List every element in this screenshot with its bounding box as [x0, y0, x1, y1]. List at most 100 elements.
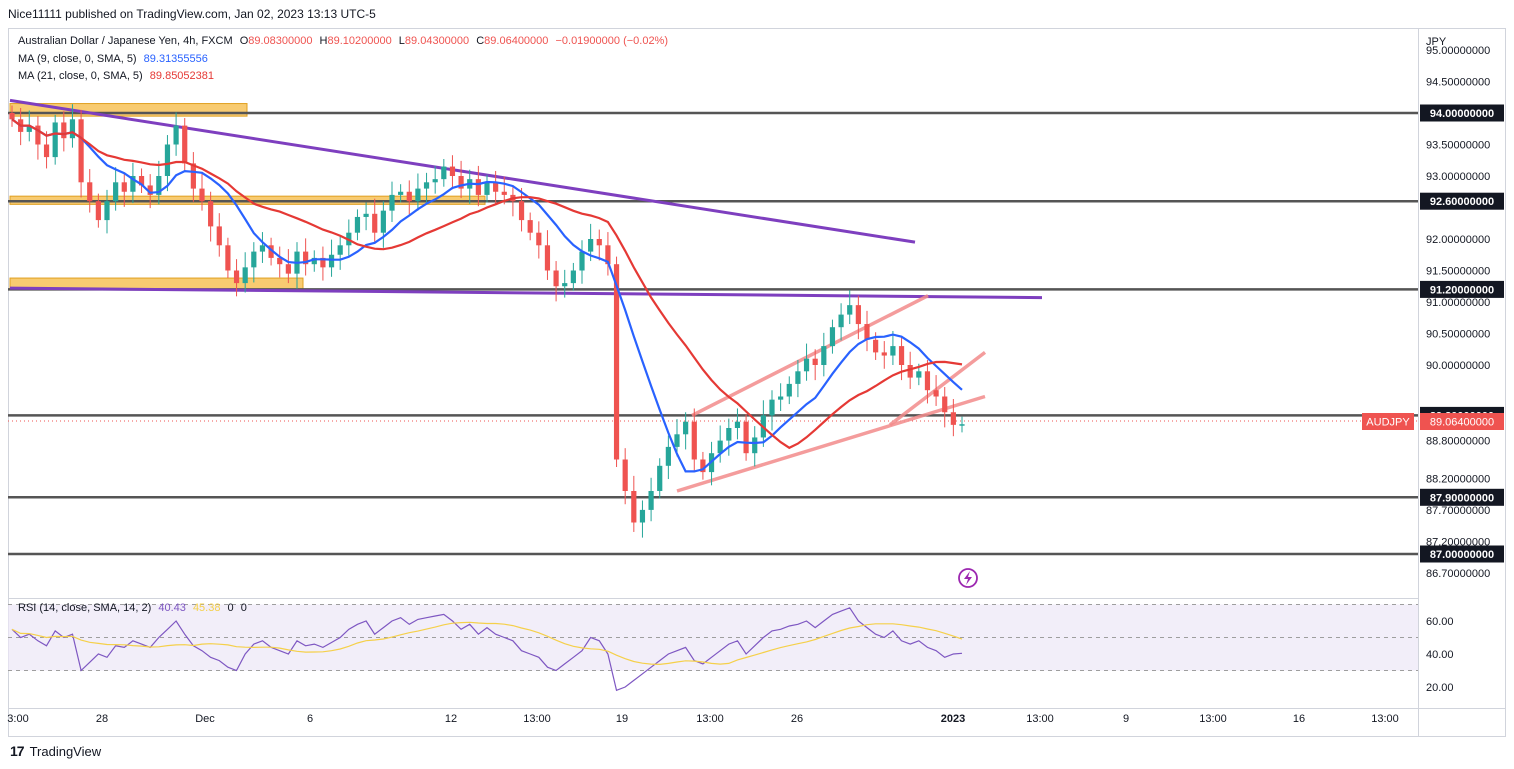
candle-body [674, 434, 680, 447]
publisher-line: Nice11111 published on TradingView.com, … [8, 7, 376, 21]
level-label-box [1420, 192, 1504, 210]
rsi-ma-line [11, 621, 963, 666]
price-tick-label: 94.50000000 [1426, 77, 1490, 89]
candle-body [389, 194, 395, 211]
time-tick-label: 2023 [941, 713, 965, 725]
candle-body [657, 465, 663, 491]
candle-body [406, 191, 412, 202]
rsi-tick-label: 40.00 [1426, 649, 1454, 661]
candle-body [933, 390, 939, 397]
candle-body [242, 267, 248, 284]
level-label-text: 92.60000000 [1430, 196, 1494, 208]
candle-body [717, 440, 723, 454]
candle-body [959, 424, 965, 426]
rsi-tick-label: 60.00 [1426, 616, 1454, 628]
rsi-legend[interactable]: RSI (14, close, SMA, 14, 2) 40.43 45.38 … [18, 602, 247, 614]
candle-body [259, 245, 266, 252]
candle-body [803, 358, 810, 372]
time-axis-ticks: 3:00 28 Dec 6 12 13:00 19 13:00 26 2023 13:00 9 13:0… [7, 713, 1398, 725]
candle-body [121, 182, 127, 192]
price-tick-label: 88.20000000 [1426, 473, 1490, 485]
candle-body [855, 305, 861, 325]
change-value: −0.01900000 (−0.02%) [555, 35, 669, 47]
candle-body [61, 122, 67, 139]
trendline [9, 98, 916, 244]
candle-body [752, 437, 758, 454]
time-tick-label: 13:00 [1026, 713, 1054, 725]
candle-body [199, 188, 205, 202]
channel-line [676, 394, 986, 493]
time-tick-label: 6 [307, 713, 313, 725]
candle-body [613, 264, 620, 460]
candle-body [9, 113, 15, 120]
channel-line [888, 351, 987, 427]
candle-body [493, 182, 499, 192]
level-label-box [1420, 104, 1504, 122]
symbol-legend: Australian Dollar / Japanese Yen, 4h, FX… [18, 35, 669, 47]
candle-body [631, 491, 637, 523]
svg-text:89.06400000: 89.06400000 [1430, 417, 1494, 429]
candle-body [622, 459, 628, 491]
candle-body [588, 239, 594, 252]
candle-body [596, 239, 602, 246]
candle-body [458, 176, 464, 189]
candle-body [363, 213, 369, 217]
horizontal-levels [8, 111, 1418, 556]
candle-body [233, 270, 240, 284]
candle-body [441, 166, 447, 180]
lightning-icon[interactable] [958, 568, 978, 588]
candle-body [829, 327, 836, 347]
candle-body [916, 371, 922, 378]
time-tick-label: 13:00 [1199, 713, 1227, 725]
candle-body [225, 245, 231, 271]
candle-body [786, 383, 792, 397]
symbol-name[interactable]: Australian Dollar / Japanese Yen, 4h, FX… [18, 35, 233, 47]
candle-body [812, 358, 818, 365]
time-tick-label: 28 [96, 713, 108, 725]
candle-body [303, 251, 309, 265]
price-tick-label: 87.70000000 [1426, 505, 1490, 517]
candle-body [130, 176, 136, 192]
candle-body [821, 346, 827, 365]
candle-body [570, 270, 576, 284]
level-label-box [1420, 280, 1504, 298]
tradingview-logo-icon: 17 [10, 743, 25, 759]
candle-body [87, 182, 93, 202]
time-tick-label: 9 [1123, 713, 1129, 725]
level-label-text: 87.00000000 [1430, 549, 1494, 561]
ma21-legend[interactable]: MA (21, close, 0, SMA, 5) 89.85052381 [18, 70, 215, 82]
ma9-legend[interactable]: MA (9, close, 0, SMA, 5) 89.31355556 [18, 53, 208, 65]
svg-text:AUDJPY: AUDJPY [1366, 417, 1410, 429]
time-tick-label: 16 [1293, 713, 1305, 725]
candle-body [449, 166, 456, 176]
candle-body [778, 396, 784, 400]
time-tick-label: Dec [195, 713, 215, 725]
candle-body [648, 491, 654, 510]
currency-label: JPY [1426, 36, 1447, 48]
tradingview-logo[interactable]: 17 TradingView [10, 743, 101, 759]
candle-body [156, 176, 162, 195]
candle-body [415, 188, 421, 202]
candle-body [164, 144, 171, 176]
candle-body [380, 210, 386, 233]
candle-body [873, 339, 879, 353]
candle-body [354, 216, 361, 233]
candle-body [691, 421, 697, 460]
price-tick-label: 90.50000000 [1426, 329, 1490, 341]
candle-body [734, 421, 741, 428]
candle-body [890, 346, 896, 356]
tradingview-logo-text: TradingView [29, 743, 102, 759]
candle-body [544, 245, 551, 271]
candle-body [475, 179, 481, 195]
candle-body [78, 119, 84, 183]
rsi-pane: 60.00 40.00 20.00 [8, 604, 1454, 694]
candle-body [320, 257, 326, 268]
candle-body [26, 125, 32, 132]
candle-body [173, 125, 179, 145]
level-label-box [1420, 545, 1504, 563]
candle-body [372, 213, 378, 233]
price-tick-label: 95.00000000 [1426, 45, 1490, 57]
time-tick-label: 13:00 [696, 713, 724, 725]
candle-body [639, 509, 646, 523]
